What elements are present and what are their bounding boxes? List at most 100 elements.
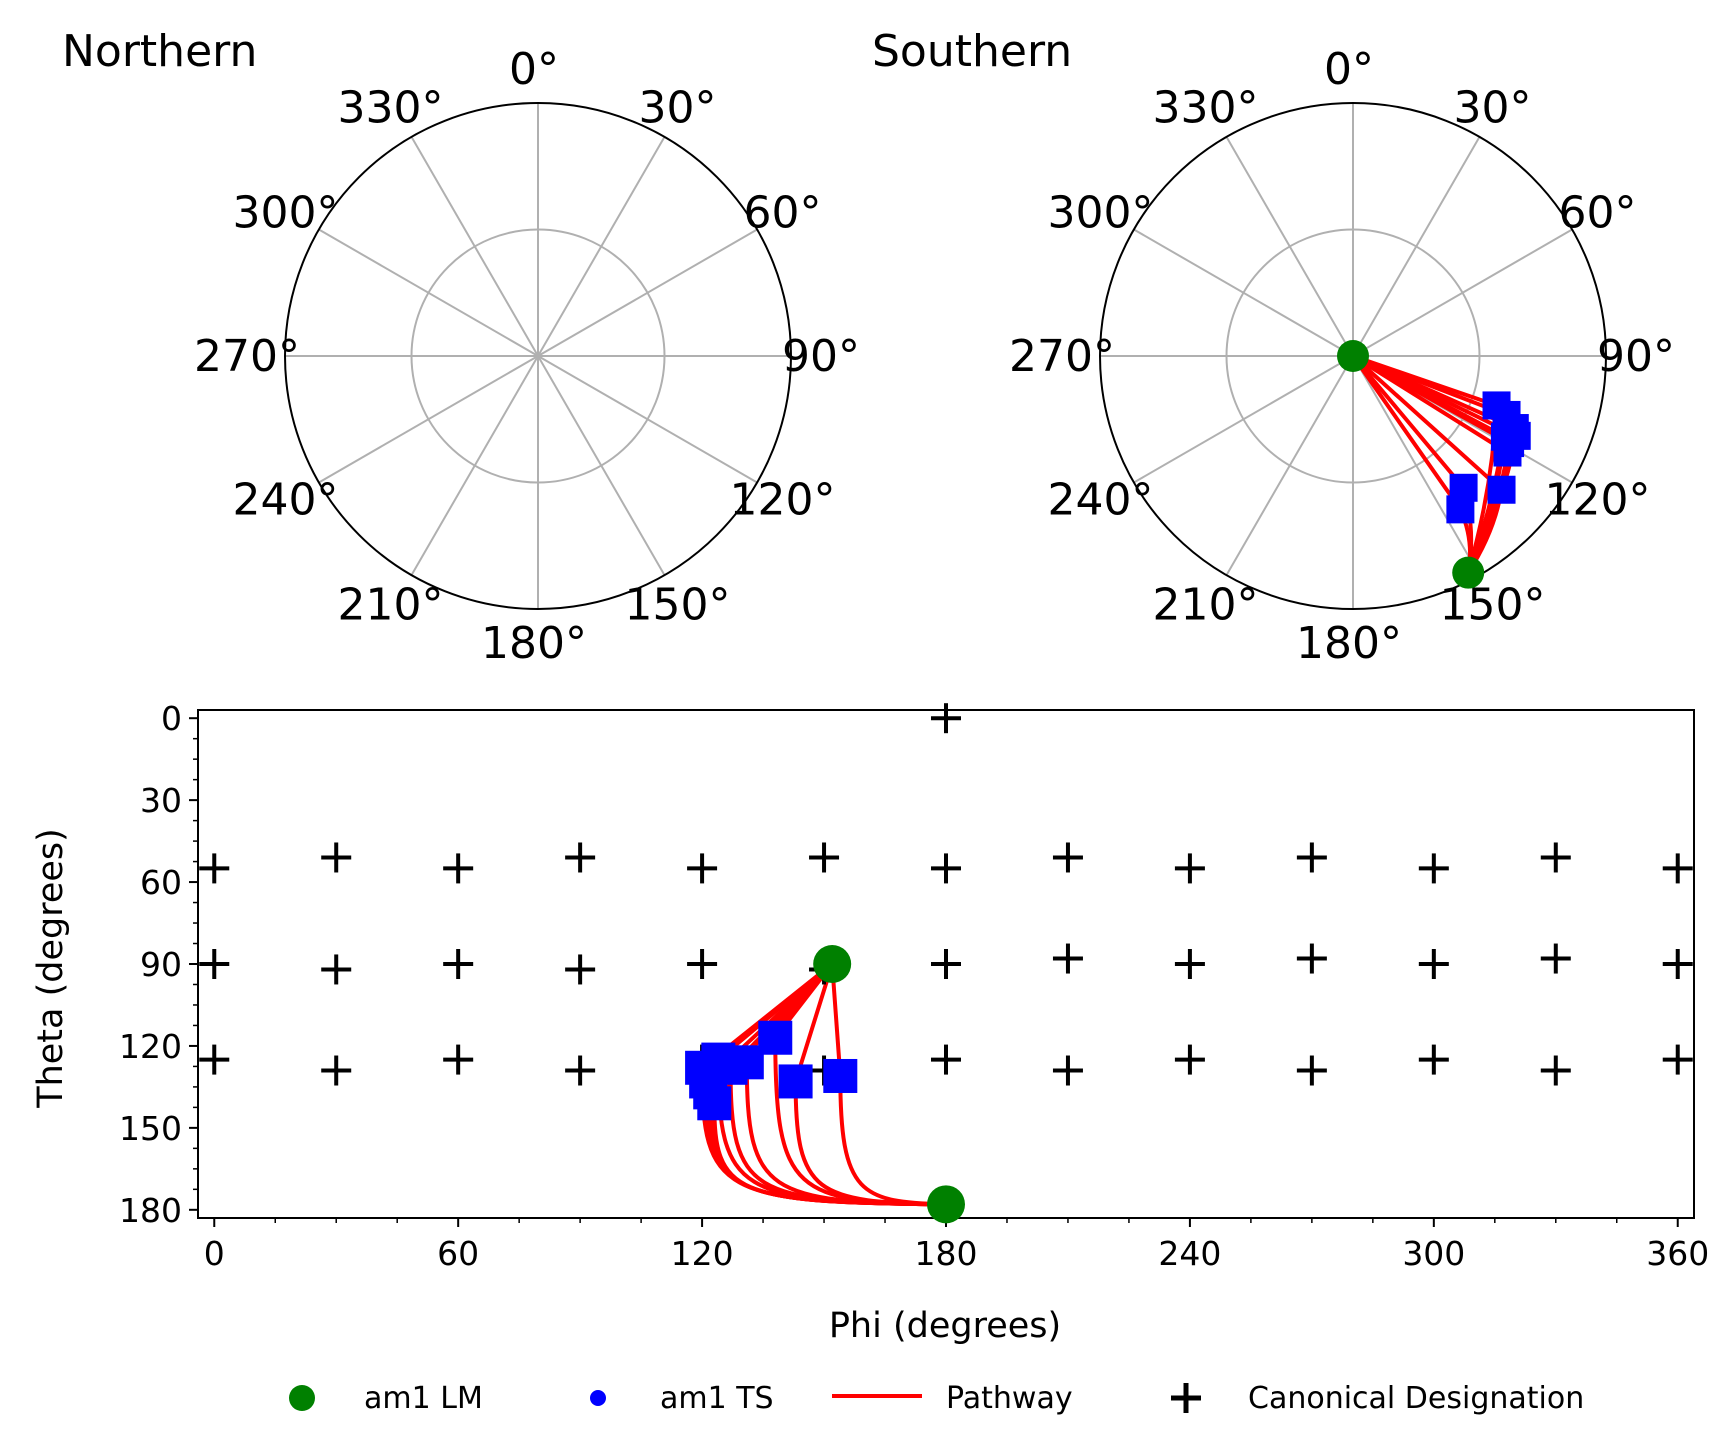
y-tick-label: 90	[140, 945, 182, 984]
pathway-line	[830, 963, 947, 1207]
polar-angle-tick-label: 330°	[1153, 82, 1259, 133]
canonical-marker	[1662, 949, 1693, 979]
polar-angle-tick-label: 30°	[639, 82, 717, 133]
lm-marker	[813, 945, 852, 983]
polar-grid-spoke	[1133, 228, 1354, 357]
canonical-marker	[931, 949, 961, 979]
ts-marker	[1490, 422, 1519, 451]
canonical-marker	[1418, 949, 1449, 979]
legend: am1 LM am1 TS Pathway Canonical Designation	[289, 1381, 1584, 1416]
polar-angle-tick-label: 330°	[338, 82, 444, 133]
canonical-marker	[321, 842, 352, 873]
canonical-marker	[1296, 842, 1327, 873]
ts-marker	[778, 1064, 813, 1099]
x-tick-label: 300	[1402, 1234, 1465, 1273]
x-axis-label: Phi (degrees)	[829, 1306, 1061, 1346]
canonical-marker	[809, 842, 840, 873]
legend-item: Pathway	[832, 1381, 1073, 1416]
polar-angle-tick-label: 0°	[1324, 44, 1374, 95]
pathway-line	[793, 963, 947, 1207]
polar-angle-tick-label: 60°	[1559, 188, 1637, 239]
legend-label: Pathway	[946, 1381, 1073, 1416]
ts-marker	[697, 1086, 732, 1121]
canonical-marker	[321, 954, 352, 985]
y-tick-label: 120	[119, 1027, 182, 1066]
y-tick-label: 60	[140, 863, 182, 902]
polar-angle-tick-label: 180°	[481, 618, 587, 669]
y-tick-label: 0	[161, 699, 182, 738]
canonical-marker	[1662, 1044, 1693, 1075]
polar-angle-tick-label: 240°	[1047, 475, 1153, 526]
canonical-marker	[687, 853, 718, 884]
x-tick-label: 0	[204, 1234, 225, 1273]
canonical-marker	[687, 949, 718, 979]
lm-marker	[1452, 556, 1485, 589]
lm-marker	[927, 1185, 965, 1224]
canonical-marker	[1662, 853, 1693, 884]
polar-angle-tick-label: 90°	[1597, 331, 1675, 382]
polar-grid-spoke	[537, 355, 666, 576]
canonical-marker	[565, 1055, 596, 1086]
x-tick-label: 120	[671, 1234, 734, 1273]
canonical-marker	[443, 949, 474, 979]
polar-grid-spoke	[1352, 136, 1481, 357]
canonical-marker	[443, 1044, 474, 1075]
canonical-marker	[1296, 943, 1327, 974]
canonical-marker	[1174, 949, 1205, 979]
canonical-marker	[1174, 853, 1205, 884]
polar-angle-tick-label: 300°	[232, 188, 338, 239]
polar-angle-tick-label: 90°	[782, 331, 860, 382]
polar-angle-tick-label: 270°	[1009, 331, 1115, 382]
legend-label: am1 LM	[364, 1381, 483, 1416]
ts-marker	[758, 1020, 793, 1055]
canonical-marker	[565, 842, 596, 873]
x-tick-label: 240	[1158, 1234, 1221, 1273]
polar-plot-southern: Southern 0° 30° 60° 90° 120° 150° 180° 210° 240°…	[872, 26, 1675, 669]
ts-marker	[1446, 495, 1475, 524]
canonical-marker	[565, 954, 596, 985]
canonical-marker	[1174, 1044, 1205, 1075]
legend-item: Canonical Designation	[1171, 1381, 1584, 1416]
polar-angle-tick-label: 60°	[744, 188, 822, 239]
polar-grid-spoke	[1352, 355, 1481, 576]
lm-marker	[1337, 340, 1369, 372]
polar-angle-tick-label: 240°	[232, 475, 338, 526]
polar-angle-tick-label: 0°	[509, 44, 559, 95]
x-tick-label: 60	[437, 1234, 479, 1273]
y-tick-label: 180	[119, 1191, 182, 1230]
polar-angle-tick-label: 30°	[1454, 82, 1532, 133]
ts-marker	[1487, 475, 1516, 504]
y-axis-label: Theta (degrees)	[31, 828, 71, 1109]
polar-grid-spoke	[537, 136, 666, 357]
polar-frame	[284, 102, 792, 610]
canonical-marker	[931, 853, 961, 884]
polar-grid-spoke	[410, 136, 539, 357]
x-tick-label: 360	[1646, 1234, 1709, 1273]
polar-grid-spoke	[537, 228, 758, 357]
polar-angle-tick-label: 120°	[730, 475, 836, 526]
x-tick-label: 180	[915, 1234, 978, 1273]
polar-grid-spoke	[1352, 228, 1573, 357]
polar-plot-northern: Northern 0° 30° 60° 90° 120° 150° 180° 210° 240°…	[62, 26, 860, 669]
canonical-marker	[1052, 1055, 1083, 1086]
theta-phi-plot: Phi (degrees) Theta (degrees) 0 60 120 180 2…	[31, 699, 1709, 1346]
polar-angle-tick-label: 210°	[1153, 580, 1259, 631]
polar-grid-spoke	[537, 355, 758, 484]
canonical-marker	[321, 1055, 352, 1086]
ts-marker	[729, 1045, 764, 1080]
legend-swatch	[590, 1390, 606, 1406]
canonical-marker	[1418, 1044, 1449, 1075]
y-tick-label: 150	[119, 1109, 182, 1148]
polar-frame	[1099, 102, 1607, 610]
canonical-marker	[1540, 842, 1571, 873]
y-tick-label: 30	[140, 781, 182, 820]
canonical-marker	[1052, 842, 1083, 873]
polar-title-northern: Northern	[62, 26, 257, 77]
canonical-marker	[1540, 943, 1571, 974]
canonical-marker	[1052, 943, 1083, 974]
canonical-marker	[1540, 1055, 1571, 1086]
polar-grid-spoke	[1133, 355, 1354, 484]
polar-title-southern: Southern	[872, 26, 1072, 77]
polar-angle-tick-label: 150°	[625, 580, 731, 631]
legend-item: am1 TS	[590, 1381, 774, 1416]
